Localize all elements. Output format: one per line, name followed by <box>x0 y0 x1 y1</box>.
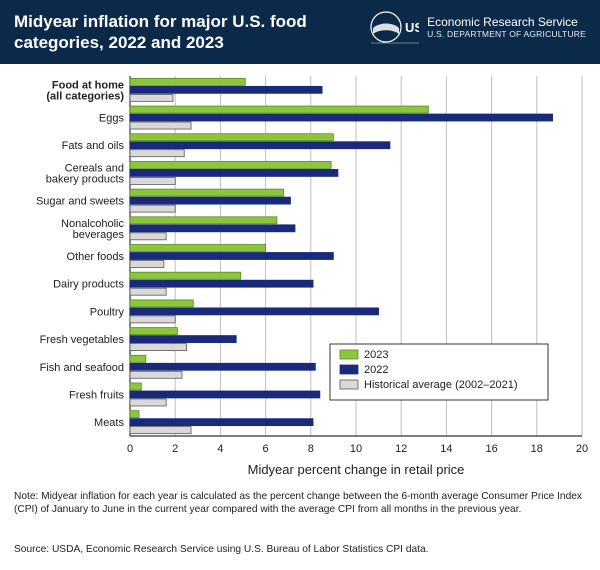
svg-text:2022: 2022 <box>364 364 388 376</box>
svg-text:4: 4 <box>217 443 223 455</box>
usda-branding: USDA Economic Research Service U.S. DEPA… <box>369 10 586 44</box>
svg-text:Fresh fruits: Fresh fruits <box>69 389 125 401</box>
svg-text:14: 14 <box>440 443 452 455</box>
svg-text:10: 10 <box>350 443 362 455</box>
usda-text: Economic Research Service U.S. DEPARTMEN… <box>427 15 586 39</box>
svg-text:Sugar and sweets: Sugar and sweets <box>36 196 125 208</box>
svg-text:Dairy products: Dairy products <box>53 279 124 291</box>
svg-text:6: 6 <box>263 443 269 455</box>
svg-text:Meats: Meats <box>94 417 124 429</box>
chart-title: Midyear inflation for major U.S. food ca… <box>14 11 344 54</box>
source-text: Source: USDA, Economic Research Service … <box>14 544 586 555</box>
org-line1: Economic Research Service <box>427 15 586 29</box>
svg-text:(all categories): (all categories) <box>46 90 124 102</box>
svg-text:Fats and oils: Fats and oils <box>62 140 125 152</box>
svg-text:2: 2 <box>172 443 178 455</box>
svg-text:Eggs: Eggs <box>99 113 125 125</box>
svg-text:Fish and seafood: Fish and seafood <box>40 362 124 374</box>
usda-logo-icon: USDA <box>369 10 419 44</box>
figure-container: Midyear inflation for major U.S. food ca… <box>0 0 600 570</box>
chart-area: 02468101214161820Food at home(all catego… <box>0 64 600 484</box>
svg-text:8: 8 <box>308 443 314 455</box>
chart-svg: 02468101214161820Food at home(all catego… <box>0 64 600 484</box>
svg-text:16: 16 <box>485 443 497 455</box>
svg-text:0: 0 <box>127 443 133 455</box>
svg-text:Other foods: Other foods <box>67 251 125 263</box>
svg-text:beverages: beverages <box>73 229 125 241</box>
svg-text:Fresh vegetables: Fresh vegetables <box>40 334 125 346</box>
svg-text:Poultry: Poultry <box>90 306 125 318</box>
header-bar: Midyear inflation for major U.S. food ca… <box>0 0 600 64</box>
svg-text:Historical average (2002–2021): Historical average (2002–2021) <box>364 379 517 391</box>
svg-text:18: 18 <box>531 443 543 455</box>
svg-text:Midyear percent change in reta: Midyear percent change in retail price <box>248 462 465 477</box>
svg-text:20: 20 <box>576 443 588 455</box>
footnote-text: Note: Midyear inflation for each year is… <box>14 490 586 517</box>
svg-text:bakery products: bakery products <box>46 173 125 185</box>
svg-text:12: 12 <box>395 443 407 455</box>
svg-text:2023: 2023 <box>364 349 388 361</box>
svg-text:USDA: USDA <box>405 20 419 35</box>
org-line2: U.S. DEPARTMENT OF AGRICULTURE <box>427 29 586 39</box>
